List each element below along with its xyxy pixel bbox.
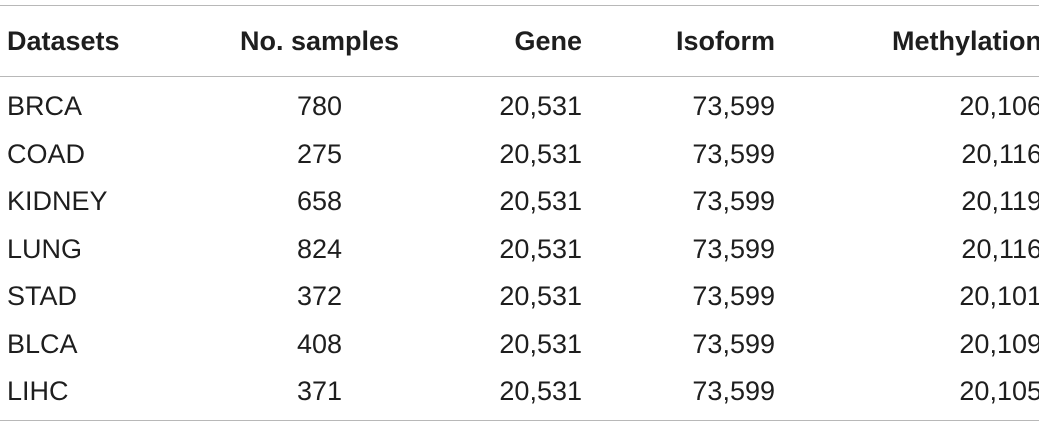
cell-no-samples: 408 [296,328,343,359]
cell-no-samples: 372 [296,281,343,312]
cell-dataset: KIDNEY [7,186,108,217]
header-isoform: Isoform [675,25,775,56]
cell-methylation: 20,105 [959,376,1039,407]
cell-gene: 20,531 [499,281,582,312]
cell-gene: 20,531 [499,233,582,264]
cell-isoform: 73,599 [692,281,775,312]
cell-no-samples: 824 [296,233,343,264]
cell-no-samples: 275 [296,138,343,169]
cell-methylation: 20,109 [959,328,1039,359]
table-row: KIDNEY 658 20,531 73,599 20,119 [0,178,1039,226]
cell-dataset: BRCA [7,91,83,122]
cell-methylation: 20,116 [961,138,1039,169]
header-row: Datasets No. samples Gene Isoform Methyl… [0,5,1039,77]
table-row: BLCA 408 20,531 73,599 20,109 [0,321,1039,369]
cell-no-samples: 780 [296,91,343,122]
header-no-samples: No. samples [239,25,400,56]
cell-isoform: 73,599 [692,186,775,217]
datasets-table: Datasets No. samples Gene Isoform Methyl… [0,5,1039,421]
cell-gene: 20,531 [499,328,582,359]
cell-isoform: 73,599 [692,233,775,264]
cell-methylation: 20,116 [961,233,1039,264]
table-row: LIHC 371 20,531 73,599 20,105 [0,368,1039,420]
datasets-table-container: Datasets No. samples Gene Isoform Methyl… [0,5,1039,421]
cell-isoform: 73,599 [692,138,775,169]
cell-isoform: 73,599 [692,376,775,407]
cell-gene: 20,531 [499,138,582,169]
cell-isoform: 73,599 [692,328,775,359]
table-row: COAD 275 20,531 73,599 20,116 [0,131,1039,179]
cell-no-samples: 658 [296,186,343,217]
table-row: STAD 372 20,531 73,599 20,101 [0,273,1039,321]
cell-no-samples: 371 [296,376,343,407]
cell-dataset: LIHC [7,376,69,407]
cell-methylation: 20,106 [959,91,1039,122]
cell-gene: 20,531 [499,91,582,122]
table-row: BRCA 780 20,531 73,599 20,106 [0,77,1039,131]
cell-gene: 20,531 [499,186,582,217]
cell-dataset: STAD [7,281,78,312]
cell-methylation: 20,119 [961,186,1039,217]
header-methylation: Methylation [891,25,1039,56]
cell-dataset: LUNG [7,233,83,264]
header-gene: Gene [514,25,582,56]
table-row: LUNG 824 20,531 73,599 20,116 [0,226,1039,274]
cell-gene: 20,531 [499,376,582,407]
cell-isoform: 73,599 [692,91,775,122]
cell-methylation: 20,101 [959,281,1039,312]
header-datasets: Datasets [7,25,120,56]
table-header: Datasets No. samples Gene Isoform Methyl… [0,5,1039,77]
table-body: BRCA 780 20,531 73,599 20,106 COAD 275 2… [0,77,1039,420]
cell-dataset: BLCA [7,328,78,359]
cell-dataset: COAD [7,138,86,169]
